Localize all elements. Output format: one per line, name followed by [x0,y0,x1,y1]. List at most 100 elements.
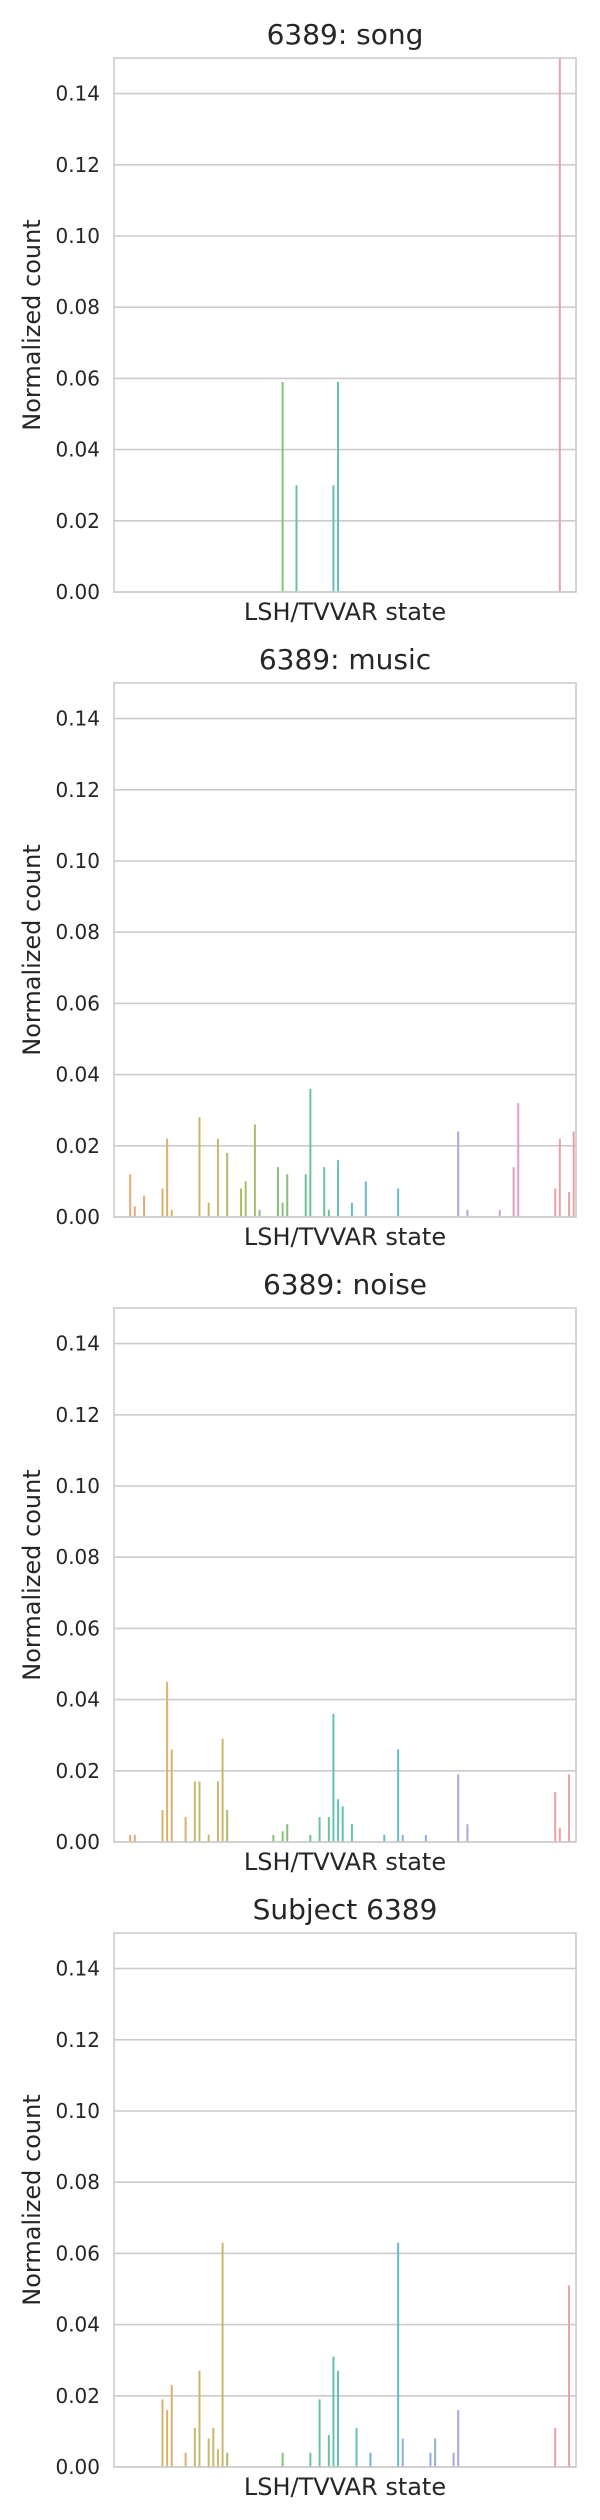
bar-state-12 [166,1681,169,1842]
y-tick-label: 0.06 [55,366,100,390]
x-axis-label: LSH/TVVAR state [244,1848,446,1876]
chart-panel-4: 0.00 0.02 0.04 0.06 0.08 0.10 0.12 0.14 Subject … [18,1893,577,2501]
bar-state-13 [170,2385,173,2467]
bar-state-13 [170,1209,173,1217]
y-tick-label: 0.04 [55,2313,100,2337]
x-axis-label: LSH/TVVAR state [244,598,446,626]
bar-state-52 [350,1202,353,1217]
y-tick-label: 0.04 [55,438,100,462]
chart-title: 6389: song [267,18,424,51]
y-tick-label: 0.06 [55,991,100,1015]
y-tick-label: 0.12 [55,2028,100,2052]
y-tick-label: 0.14 [55,82,100,106]
bar-state-12 [166,2410,169,2467]
bar-state-32 [258,1209,261,1217]
bar-state-48 [332,1713,335,1842]
bar-state-46 [323,1167,326,1217]
bar-state-53 [355,2427,358,2467]
bar-state-69 [429,2452,432,2467]
bar-state-87 [512,1167,515,1217]
y-tick-label: 0.08 [55,295,100,319]
chart-panel-1: 0.00 0.02 0.04 0.06 0.08 0.10 0.12 0.14 6389: so… [18,18,577,626]
bar-state-19 [198,1117,201,1217]
plot-frame [113,682,577,1218]
bar-state-97 [558,58,561,592]
bar-state-99 [568,1774,571,1842]
y-tick-label: 0.12 [55,1403,100,1427]
bar-state-37 [281,1202,284,1217]
bar-state-4 [129,1834,132,1842]
bar-state-7 [143,1195,146,1217]
x-axis-label: LSH/TVVAR state [244,1223,446,1251]
bar-state-63 [401,2438,404,2467]
chart-title: 6389: music [259,643,431,676]
bar-state-99 [568,1192,571,1217]
bar-state-13 [170,1749,173,1842]
bar-state-49 [337,2370,340,2467]
bar-state-12 [166,1138,169,1217]
y-tick-label: 0.14 [55,1957,100,1981]
bar-state-19 [198,2370,201,2467]
bar-state-49 [337,1160,340,1217]
bar-state-77 [466,1824,469,1842]
bar-state-62 [397,2242,400,2467]
bar-state-5 [133,1206,136,1217]
plot-frame [113,57,577,593]
bar-state-62 [397,1188,400,1217]
bar-state-37 [281,1831,284,1842]
bar-state-70 [434,2438,437,2467]
bar-state-96 [554,2427,557,2467]
y-tick-label: 0.10 [55,2099,100,2123]
y-tick-label: 0.02 [55,509,100,533]
bar-state-75 [457,1774,460,1842]
bar-state-99 [568,2285,571,2467]
bar-state-18 [193,2427,196,2467]
bar-state-84 [498,1209,501,1217]
y-tick-label: 0.02 [55,1134,100,1158]
bar-state-47 [327,1817,330,1842]
bar-state-49 [337,1799,340,1842]
bar-state-68 [424,1834,427,1842]
bar-state-55 [364,1181,367,1217]
bar-state-24 [221,2242,224,2467]
bar-state-31 [253,1124,256,1217]
bar-state-24 [221,1738,224,1842]
bar-state-16 [184,2452,187,2467]
bar-state-52 [350,1824,353,1842]
bar-state-42 [304,1174,307,1217]
bar-state-16 [184,1817,187,1842]
chart-title: Subject 6389 [253,1893,438,1926]
bar-state-40 [295,485,298,592]
bar-state-50 [341,1806,344,1842]
bar-state-25 [226,1152,229,1217]
bar-state-97 [558,1827,561,1842]
bar-state-97 [558,1138,561,1217]
y-tick-label: 0.10 [55,849,100,873]
y-axis-label: Normalized count [18,844,46,1055]
bar-state-49 [337,381,340,592]
bar-state-5 [133,1834,136,1842]
bar-state-19 [198,1781,201,1842]
bar-state-38 [286,1174,289,1217]
bar-state-21 [207,2438,210,2467]
y-tick-label: 0.08 [55,1545,100,1569]
bar-state-59 [383,1834,386,1842]
bar-state-18 [193,1781,196,1842]
chart-panel-3: 0.00 0.02 0.04 0.06 0.08 0.10 0.12 0.14 6389: no… [18,1268,577,1876]
bar-state-56 [369,2452,372,2467]
bar-state-4 [129,1174,132,1217]
y-tick-label: 0.08 [55,2170,100,2194]
bar-state-75 [457,1131,460,1217]
y-tick-label: 0.04 [55,1063,100,1087]
chart-title: 6389: noise [263,1268,427,1301]
bar-state-25 [226,2452,229,2467]
chart-panel-2: 0.00 0.02 0.04 0.06 0.08 0.10 0.12 0.14 6389: mu… [18,643,577,1251]
y-tick-label: 0.12 [55,153,100,177]
y-tick-label: 0.14 [55,707,100,731]
bar-state-11 [161,2399,164,2467]
bar-state-28 [240,1188,243,1217]
bar-state-77 [466,1209,469,1217]
bar-state-11 [161,1188,164,1217]
bar-state-35 [272,1834,275,1842]
y-axis-label: Normalized count [18,1469,46,1680]
